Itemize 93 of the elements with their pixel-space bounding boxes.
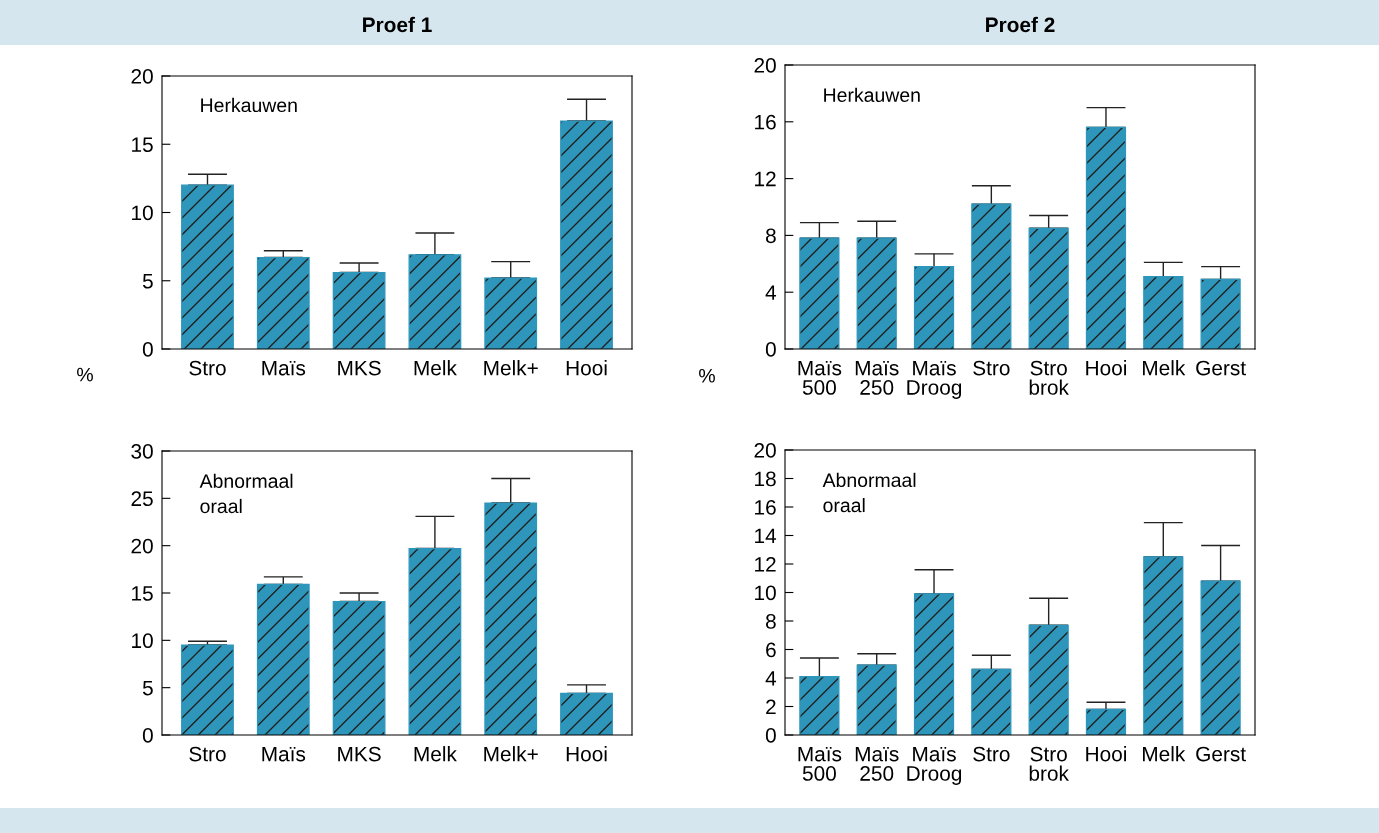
x-tick-label: Maïs 250 [855,746,899,781]
x-tick-label: Stro [973,746,1010,762]
bar [971,203,1012,349]
bar [913,266,955,349]
y-tick-label: 0 [142,342,153,357]
y-tick-label: 0 [765,728,776,743]
y-tick-label: 20 [131,538,153,554]
y-tick-label: 8 [765,614,776,629]
x-tick-label: Hooi [1086,746,1126,762]
bar [332,600,386,735]
y-tick-label: 20 [131,69,153,84]
x-tick-label: Hooi [566,360,607,376]
x-tick-label: Maïs 500 [798,746,842,781]
x-tick-label: Stro [189,746,226,762]
x-tick-label: Melk+ [484,746,538,762]
annotation: Herkauwen [201,97,297,113]
y-tick-label: 4 [765,671,777,686]
bar [913,593,955,735]
x-tick-label: Melk+ [484,360,538,376]
bar [1200,278,1241,349]
x-tick-label: Maïs [262,746,306,762]
y-tick-label: 25 [131,491,153,507]
bar [181,644,234,735]
y-tick-label: 12 [755,557,776,572]
y-tick-label: 0 [142,728,153,743]
bar [1028,227,1069,349]
x-tick-label: Maïs Droog [907,746,962,785]
x-tick-label: Stro brok [1029,360,1069,395]
bar [1085,126,1127,349]
x-tick-label: Melk [1143,360,1186,376]
x-tick-label: Melk [414,360,457,376]
y-tick-label: 10 [132,205,153,221]
x-tick-label: Hooi [566,746,607,762]
x-tick-label: Stro [189,360,226,376]
bar [332,271,386,349]
annotation: Abnormaal oraal [199,473,293,514]
x-tick-label: Maïs Droog [907,360,962,399]
y-tick-label: 4 [765,285,777,300]
bar [1028,624,1069,735]
bar [1085,708,1127,735]
y-tick-label: 30 [131,444,153,459]
x-tick-label: MKS [338,360,381,376]
chart-title: Proef 1 [363,16,432,33]
x-tick-label: MKS [338,746,381,762]
y-tick-label: 12 [755,171,776,187]
bar [560,692,613,735]
x-tick-label: Stro brok [1029,746,1069,781]
bar [799,237,840,349]
y-tick-label: 10 [755,585,776,601]
bar [856,664,897,735]
x-tick-label: Melk [414,746,457,762]
x-tick-label: Hooi [1086,360,1126,376]
bar [1200,580,1241,735]
y-tick-label: 6 [766,642,776,658]
y-axis-title: % [77,367,93,382]
y-tick-label: 15 [132,586,153,601]
y-tick-label: 16 [755,500,776,515]
y-tick-label: 2 [766,699,776,715]
x-tick-label: Melk [1143,746,1186,762]
y-tick-label: 20 [754,443,776,458]
y-tick-label: 10 [132,633,153,649]
y-tick-label: 8 [765,228,776,244]
bar [408,547,462,735]
y-tick-label: 14 [755,528,777,544]
bar [484,502,538,735]
y-tick-label: 20 [754,58,776,73]
bar [1143,556,1184,735]
x-tick-label: Maïs 500 [798,360,842,395]
y-tick-label: 16 [755,114,776,130]
bar [799,675,840,735]
y-tick-label: 15 [132,137,153,152]
y-tick-label: 5 [142,680,153,696]
bar [856,237,897,349]
bar [256,583,310,735]
y-tick-label: 18 [755,471,776,487]
x-tick-label: Gerst [1196,746,1246,762]
bar [408,254,462,349]
bar [256,256,310,349]
bar [484,277,538,349]
x-tick-label: Gerst [1196,360,1246,376]
y-axis-title: % [699,368,715,383]
annotation: Herkauwen [824,87,920,102]
x-tick-label: Maïs 250 [855,360,899,395]
x-tick-label: Maïs [262,360,306,376]
x-tick-label: Stro [973,360,1010,376]
bar [971,668,1012,735]
annotation: Abnormaal oraal [822,472,916,513]
y-tick-label: 0 [765,342,776,357]
bar [181,184,234,349]
bar [560,120,613,349]
y-tick-label: 5 [142,273,153,289]
chart-title: Proef 2 [986,16,1055,33]
bar [1143,275,1184,349]
